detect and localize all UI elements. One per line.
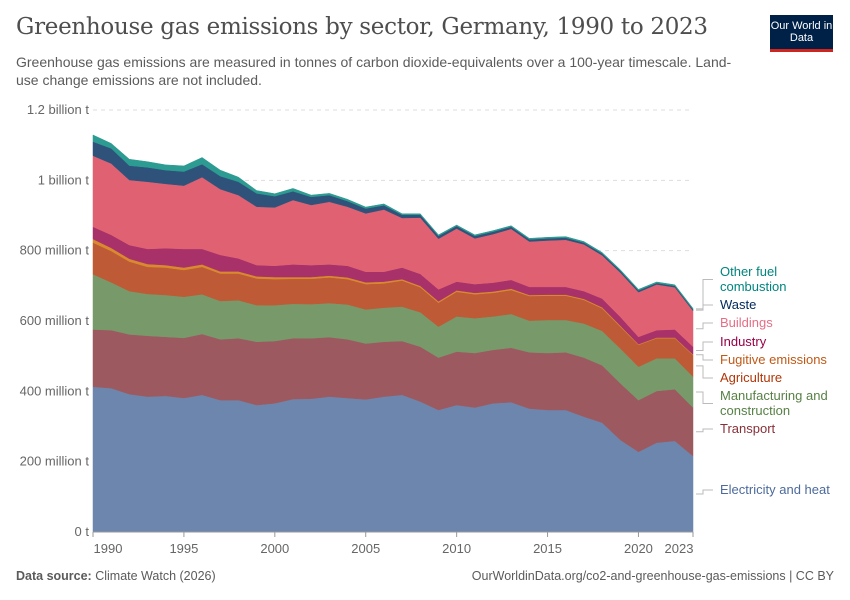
y-tick-label: 0 t	[75, 524, 90, 539]
footer-url[interactable]: OurWorldinData.org/co2-and-greenhouse-ga…	[471, 569, 834, 583]
label-connector	[696, 391, 713, 404]
source-label: Data source:	[16, 569, 92, 583]
label-connector	[696, 279, 713, 310]
chart-subtitle: Greenhouse gas emissions are measured in…	[16, 54, 732, 88]
x-tick-label: 2005	[351, 541, 380, 556]
chart-title: Greenhouse gas emissions by sector, Germ…	[16, 14, 708, 40]
x-tick-label: 1990	[94, 541, 123, 556]
y-tick-label: 1.2 billion t	[27, 102, 90, 117]
x-tick-label: 2015	[533, 541, 562, 556]
series-label: Transport	[720, 421, 776, 436]
series-label: Fugitive emissions	[720, 352, 827, 367]
label-connector	[696, 341, 713, 352]
series-label: Industry	[720, 334, 767, 349]
label-connector	[696, 354, 713, 361]
y-tick-label: 600 million t	[20, 313, 90, 328]
source-link[interactable]: Climate Watch (2026)	[95, 569, 216, 583]
y-tick-label: 200 million t	[20, 454, 90, 469]
y-tick-label: 800 million t	[20, 243, 90, 258]
label-connector	[696, 365, 713, 379]
series-label: Electricity and heat	[720, 482, 830, 497]
x-tick-label: 2023	[665, 541, 694, 556]
series-label: Manufacturing and construction	[720, 388, 828, 418]
series-label: Waste	[720, 297, 756, 312]
label-connector	[696, 322, 713, 330]
label-connector	[696, 428, 713, 433]
x-tick-label: 2010	[442, 541, 471, 556]
x-tick-label: 1995	[169, 541, 198, 556]
owid-logo[interactable]: Our World in Data	[770, 15, 833, 52]
series-label: Buildings	[720, 315, 773, 330]
x-tick-label: 2020	[624, 541, 653, 556]
x-tick-label: 2000	[260, 541, 289, 556]
series-label: Agriculture	[720, 370, 782, 385]
y-tick-label: 400 million t	[20, 383, 90, 398]
y-tick-label: 1 billion t	[38, 172, 90, 187]
label-connector	[696, 489, 713, 495]
series-label: Other fuel combustion	[720, 264, 786, 294]
area-other-fuel-combustion	[92, 134, 694, 311]
data-source: Data source: Climate Watch (2026)	[16, 569, 216, 583]
